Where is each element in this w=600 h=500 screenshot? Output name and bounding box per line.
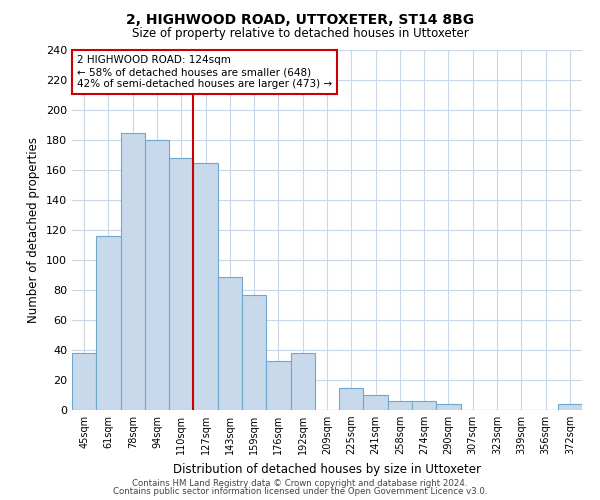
Bar <box>558 404 582 410</box>
X-axis label: Distribution of detached houses by size in Uttoxeter: Distribution of detached houses by size … <box>173 462 481 475</box>
Bar <box>290 353 315 410</box>
Bar <box>364 395 388 410</box>
Bar <box>242 294 266 410</box>
Text: Contains public sector information licensed under the Open Government Licence v3: Contains public sector information licen… <box>113 487 487 496</box>
Bar <box>412 401 436 410</box>
Bar <box>339 388 364 410</box>
Bar <box>218 276 242 410</box>
Bar <box>121 132 145 410</box>
Text: 2, HIGHWOOD ROAD, UTTOXETER, ST14 8BG: 2, HIGHWOOD ROAD, UTTOXETER, ST14 8BG <box>126 12 474 26</box>
Text: 2 HIGHWOOD ROAD: 124sqm
← 58% of detached houses are smaller (648)
42% of semi-d: 2 HIGHWOOD ROAD: 124sqm ← 58% of detache… <box>77 56 332 88</box>
Bar <box>388 401 412 410</box>
Text: Contains HM Land Registry data © Crown copyright and database right 2024.: Contains HM Land Registry data © Crown c… <box>132 478 468 488</box>
Bar <box>145 140 169 410</box>
Bar <box>169 158 193 410</box>
Bar <box>193 162 218 410</box>
Text: Size of property relative to detached houses in Uttoxeter: Size of property relative to detached ho… <box>131 28 469 40</box>
Bar <box>72 353 96 410</box>
Bar <box>436 404 461 410</box>
Y-axis label: Number of detached properties: Number of detached properties <box>28 137 40 323</box>
Bar <box>266 360 290 410</box>
Bar <box>96 236 121 410</box>
